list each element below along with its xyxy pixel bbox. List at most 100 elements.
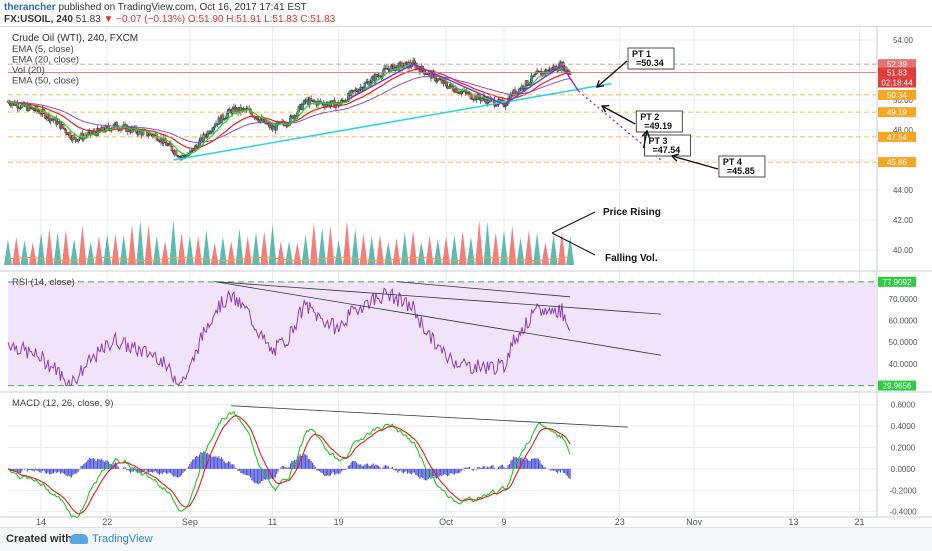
candle-body [189, 150, 193, 153]
macd-y-tick: -0.4000 [889, 508, 917, 517]
volume-bar [111, 233, 120, 265]
rsi-band [8, 281, 876, 386]
candle-body [152, 134, 156, 137]
candle-body [309, 98, 313, 101]
volume-bar [367, 235, 376, 265]
symbol-bar: FX:USOIL, 240 51.83 ▼ −0.07 (−0.13%) O:5… [4, 14, 335, 25]
candle-body [78, 137, 81, 140]
candle-body [74, 137, 77, 140]
volume-bar [243, 236, 252, 265]
candle-body [256, 117, 259, 121]
created-with-text: Created with [6, 533, 73, 545]
publish-info: therancher published on TradingView.com,… [4, 2, 307, 13]
legend-title: Crude Oil (WTI), 240, FXCM [12, 33, 138, 44]
volume-bar [508, 225, 517, 265]
x-tick-label: 22 [102, 517, 112, 527]
candle-body [210, 130, 214, 133]
volume-bar [466, 236, 475, 265]
price-y-tick: 50.00 [893, 96, 914, 105]
volume-bar [417, 241, 426, 265]
volume-bar [293, 242, 302, 265]
candle-body [527, 84, 531, 86]
candle-body [45, 117, 48, 119]
candle-body [504, 105, 507, 107]
target-value: =45.85 [727, 166, 755, 176]
candle-body [31, 107, 35, 110]
target-arrow [642, 130, 648, 149]
candle-body [325, 103, 328, 107]
volume-bar [533, 232, 542, 265]
support-trendline [173, 82, 612, 161]
candle-body [534, 73, 537, 75]
target-arrowhead [595, 80, 605, 88]
target-box [635, 110, 683, 133]
candle-body [147, 134, 150, 137]
x-tick-label: Sep [182, 517, 198, 527]
volume-bar [210, 242, 219, 265]
volume-bar [442, 236, 451, 265]
volume-ma-line [7, 257, 571, 261]
volume-bar [70, 238, 79, 265]
falling-vol-arrow [551, 232, 596, 256]
price-level-tag [878, 131, 916, 142]
rsi-level-value: 77.9092 [883, 278, 912, 287]
candle-body [227, 109, 230, 114]
volume-bar [161, 240, 170, 265]
target-box [627, 47, 675, 70]
last-price: 51.83 [75, 14, 101, 25]
candle-body [68, 132, 72, 138]
price-change: ▼ −0.07 (−0.13%) [103, 14, 186, 25]
candle-body [10, 103, 14, 106]
target-label: PT 2 [640, 112, 659, 122]
volume-bar [549, 233, 558, 265]
pattern-path [346, 63, 579, 106]
candle-body [258, 119, 262, 122]
x-tick-label: 14 [36, 517, 46, 527]
macd-divergence-line [231, 405, 629, 428]
candle-body [355, 89, 358, 92]
candle-body [225, 113, 229, 119]
candle-body [212, 127, 215, 132]
volume-bar [28, 242, 37, 265]
rsi-y-tick: 40.0000 [889, 360, 918, 369]
x-tick-label: 19 [334, 517, 344, 527]
target-arrow [601, 105, 636, 125]
candle-body [97, 128, 101, 131]
macd-signal-line [7, 415, 571, 515]
target-value: =47.54 [653, 145, 681, 155]
volume-bar [318, 227, 327, 265]
price-y-tick: 42.00 [893, 216, 914, 225]
candle-body [19, 107, 22, 109]
volume-bar [37, 232, 46, 265]
tradingview-brand[interactable]: TradingView [92, 533, 153, 545]
volume-bar [557, 231, 566, 265]
volume-bar [119, 235, 128, 265]
rsi-divergence-line [214, 281, 662, 356]
candle-body [398, 62, 401, 71]
candle-body [221, 114, 225, 120]
legend-item: EMA (50, close) [12, 76, 79, 87]
candle-body [203, 134, 207, 137]
candle-body [63, 127, 66, 130]
chart-canvas[interactable]: 14 22 Sep 11 19 Oct 9 23 Nov 13 21 40.00 42.00 44.00 4… [0, 27, 932, 527]
candle-body [413, 60, 416, 64]
candle-body [107, 125, 110, 129]
target-arrowhead [670, 153, 679, 162]
macd-y-tick: 0.6000 [891, 401, 916, 410]
target-label: PT 3 [649, 136, 668, 146]
legend-item: EMA (20, close) [12, 55, 79, 66]
volume-bar [276, 241, 285, 265]
candle-body [183, 155, 186, 157]
x-tick-label: 23 [615, 517, 625, 527]
volume-bar [384, 241, 393, 265]
author-name[interactable]: therancher [4, 2, 56, 13]
volume-bar [218, 236, 227, 265]
candle-body [435, 80, 438, 82]
volume-bar [334, 239, 343, 265]
macd-y-tick: -0.2000 [889, 486, 917, 495]
volume-bar [260, 231, 269, 265]
volume-bar [516, 237, 525, 265]
price-y-tick: 44.00 [893, 186, 914, 195]
volume-bar [144, 224, 153, 265]
volume-bar [326, 225, 335, 265]
